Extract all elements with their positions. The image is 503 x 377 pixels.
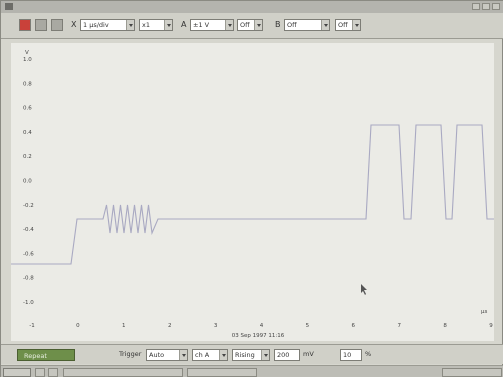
repeat-button[interactable]: Repeat	[17, 349, 75, 361]
y-tick-label: -0.4	[23, 227, 34, 233]
start-button[interactable]	[3, 368, 31, 377]
chevron-down-icon[interactable]	[352, 20, 360, 30]
scope-display[interactable]: V 1.0 0.8 0.6 0.4 0.2 0.0 -0.2 -0.4 -0.6 -0.8 -1.0…	[11, 43, 494, 341]
close-icon[interactable]	[492, 3, 500, 10]
y-tick-label: 0.8	[23, 81, 32, 87]
taskbar-quicklaunch-icon[interactable]	[35, 368, 45, 377]
y-tick-label: 0.2	[23, 154, 32, 160]
trigger-edge-value: Rising	[235, 351, 255, 359]
trigger-level-input[interactable]: 200	[274, 349, 300, 361]
channel-b-coupling-select[interactable]: Off	[335, 19, 361, 31]
y-tick-label: 0.6	[23, 106, 32, 112]
taskbar-app-button[interactable]	[63, 368, 183, 377]
pretrigger-input[interactable]: 10	[340, 349, 362, 361]
y-tick-label: -1.0	[23, 300, 34, 306]
trigger-level-value: 200	[277, 351, 290, 359]
x-label: X	[71, 20, 77, 29]
x-axis-ticks: -1 0 1 2 3 4 5 6 7 8 9	[29, 323, 493, 329]
taskbar	[1, 365, 503, 377]
channel-a-trace	[11, 124, 494, 265]
pretrigger-unit: %	[365, 350, 372, 358]
x-tick-label: 6	[352, 323, 356, 329]
y-tick-label: -0.2	[23, 203, 34, 209]
trigger-edge-select[interactable]: Rising	[232, 349, 270, 361]
run-button[interactable]	[35, 19, 47, 31]
channel-b-label: B	[275, 20, 281, 29]
y-tick-label: -0.6	[23, 251, 34, 257]
chevron-down-icon[interactable]	[179, 350, 187, 360]
system-tray	[442, 368, 502, 377]
x-unit-label: µs	[481, 309, 487, 315]
minimize-icon[interactable]	[472, 3, 480, 10]
x-tick-label: 1	[122, 323, 126, 329]
trigger-channel-select[interactable]: ch A	[192, 349, 228, 361]
capture-timestamp: 03 Sep 1997 11:16	[232, 333, 285, 339]
settings-button[interactable]	[51, 19, 63, 31]
x-tick-label: 5	[306, 323, 310, 329]
trigger-channel-value: ch A	[195, 351, 210, 359]
timebase-select[interactable]: 1 µs/div	[80, 19, 135, 31]
chevron-down-icon[interactable]	[321, 20, 329, 30]
window-controls	[472, 3, 500, 10]
x-tick-label: 8	[443, 323, 447, 329]
y-tick-label: 0.4	[23, 130, 32, 136]
x-tick-label: 2	[168, 323, 172, 329]
chevron-down-icon[interactable]	[261, 350, 269, 360]
chevron-down-icon[interactable]	[164, 20, 172, 30]
taskbar-app-button[interactable]	[187, 368, 257, 377]
channel-b-coupling-value: Off	[338, 21, 348, 29]
timebase-multiplier-select[interactable]: x1	[139, 19, 173, 31]
channel-b-range-select[interactable]: Off	[284, 19, 330, 31]
y-axis-ticks: 1.0 0.8 0.6 0.4 0.2 0.0 -0.2 -0.4 -0.6 -0.8 -1.0	[23, 57, 34, 306]
x-tick-label: 7	[397, 323, 401, 329]
taskbar-quicklaunch-icon[interactable]	[48, 368, 58, 377]
toolbar: X 1 µs/div x1 A ±1 V Off B Off Off	[1, 13, 503, 39]
channel-a-range-select[interactable]: ±1 V	[190, 19, 234, 31]
x-tick-label: 3	[214, 323, 218, 329]
repeat-button-label: Repeat	[24, 352, 47, 360]
chevron-down-icon[interactable]	[225, 20, 233, 30]
chevron-down-icon[interactable]	[126, 20, 134, 30]
maximize-icon[interactable]	[482, 3, 490, 10]
x-tick-label: 9	[489, 323, 493, 329]
trigger-mode-select[interactable]: Auto	[146, 349, 188, 361]
channel-b-range-value: Off	[287, 21, 297, 29]
channel-a-coupling-select[interactable]: Off	[237, 19, 263, 31]
trigger-mode-value: Auto	[149, 351, 165, 359]
timebase-multiplier-value: x1	[142, 21, 150, 29]
channel-a-range-value: ±1 V	[193, 21, 210, 29]
trigger-level-unit: mV	[303, 350, 314, 358]
timebase-value: 1 µs/div	[83, 21, 109, 29]
mouse-cursor-icon	[361, 284, 367, 295]
y-tick-label: -0.8	[23, 276, 34, 282]
stop-button[interactable]	[19, 19, 31, 31]
chevron-down-icon[interactable]	[254, 20, 262, 30]
title-bar	[1, 1, 503, 13]
app-icon[interactable]	[5, 3, 13, 10]
waveform-graph: V 1.0 0.8 0.6 0.4 0.2 0.0 -0.2 -0.4 -0.6 -0.8 -1.0…	[11, 50, 494, 339]
x-tick-label: 4	[260, 323, 264, 329]
x-tick-label: -1	[29, 323, 34, 329]
trigger-bar: Repeat Trigger Auto ch A Rising 200 mV 1…	[1, 344, 503, 364]
y-unit-label: V	[25, 50, 29, 56]
channel-a-label: A	[181, 20, 187, 29]
chevron-down-icon[interactable]	[219, 350, 227, 360]
trigger-label: Trigger	[119, 350, 142, 358]
x-tick-label: 0	[76, 323, 80, 329]
y-tick-label: 1.0	[23, 57, 32, 63]
y-tick-label: 0.0	[23, 179, 32, 185]
channel-a-coupling-value: Off	[240, 21, 250, 29]
pretrigger-value: 10	[343, 351, 352, 359]
